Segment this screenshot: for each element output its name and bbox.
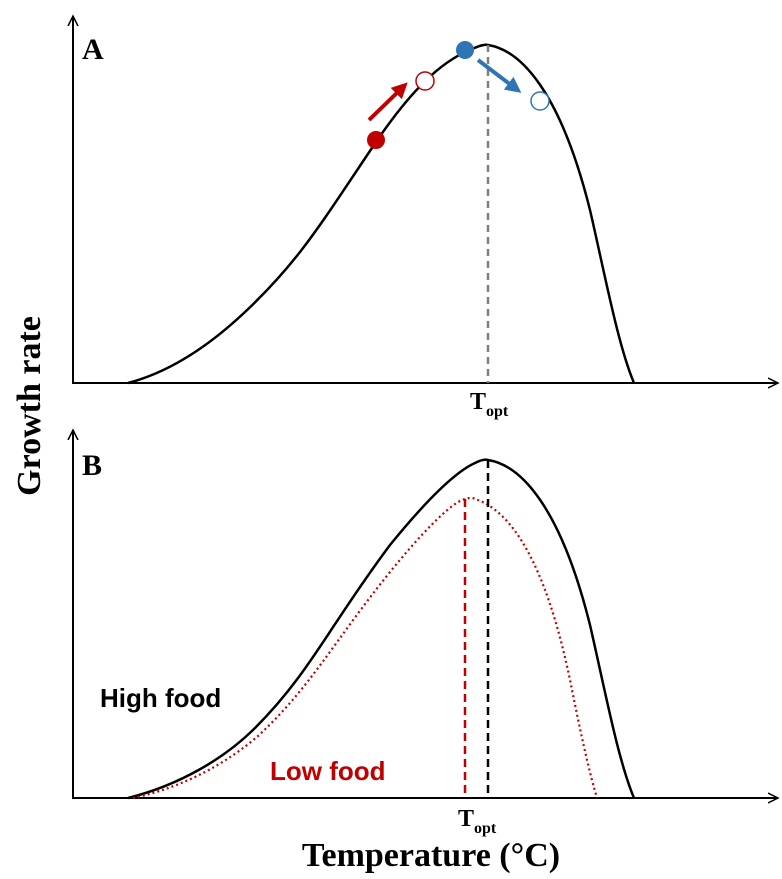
panel-a-topt-label: Topt <box>470 389 509 420</box>
low-food-curve <box>132 496 599 800</box>
panel-a-label: A <box>82 33 104 66</box>
cooling-arrow <box>476 58 522 93</box>
cooling-start-point <box>456 41 474 59</box>
y-axis-title: Growth rate <box>11 316 48 496</box>
panel-b-label: B <box>82 449 102 482</box>
cooling-end-point <box>530 91 550 111</box>
warming-arrow <box>367 82 408 122</box>
high-food-curve <box>127 458 636 800</box>
panel-b-topt-label: Topt <box>458 806 497 837</box>
panel-a-performance-curve <box>127 43 636 385</box>
panel-b: B High food Low food Topt <box>73 430 778 837</box>
warming-end-point <box>415 71 435 91</box>
x-axis-title: Temperature (°C) <box>302 837 560 874</box>
warming-start-point <box>367 131 385 149</box>
low-food-label: Low food <box>270 756 386 786</box>
high-food-label: High food <box>100 683 221 713</box>
panel-a: A Topt <box>73 16 778 420</box>
